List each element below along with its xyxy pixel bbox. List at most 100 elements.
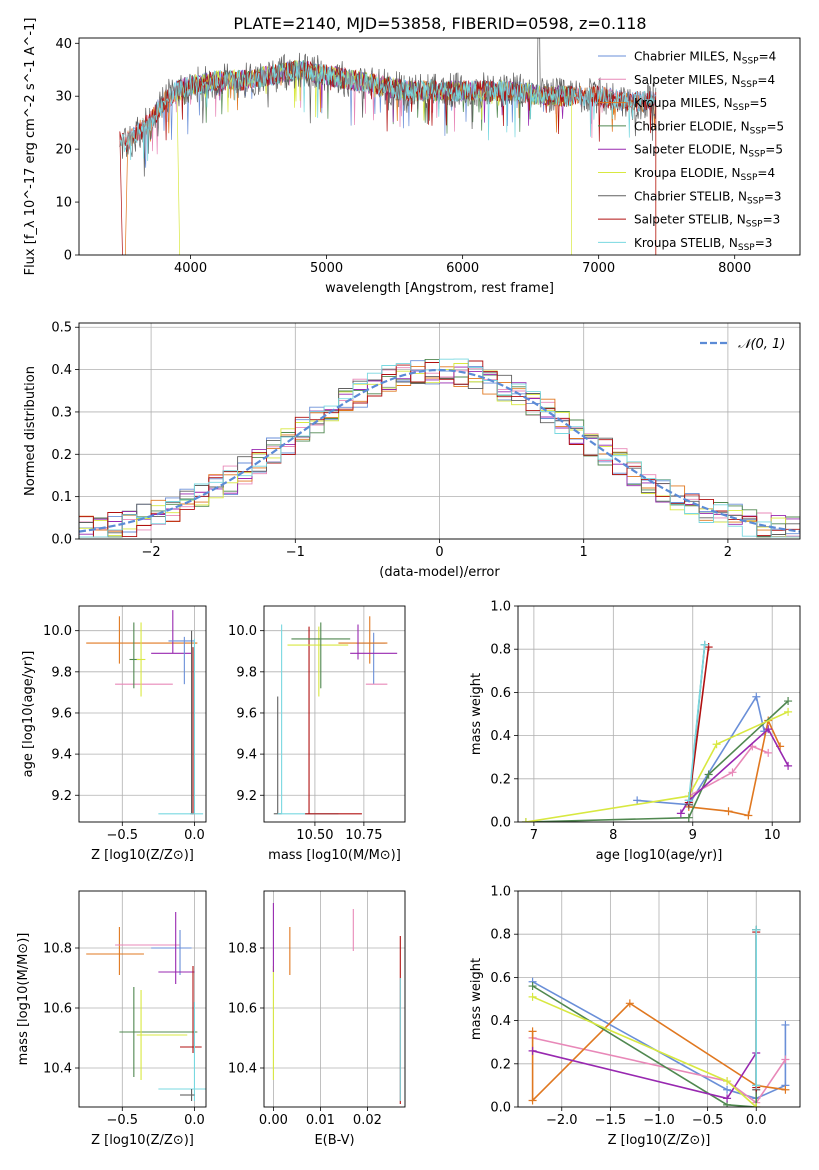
x-axis-label: E(B-V) bbox=[314, 1133, 354, 1148]
x-tick-label: 2 bbox=[724, 545, 732, 560]
y-tick-label: 0.0 bbox=[51, 533, 72, 548]
weight-marker-salpeter-elodie bbox=[784, 761, 793, 770]
residual-panel: −2 −1 0 1 2 0.0 0.1 0.2 0.3 0.4 0.5 (data-model)/er… bbox=[23, 321, 801, 580]
x-tick-label: −2 bbox=[142, 545, 161, 560]
x-axis-label: age [log10(age/yr)] bbox=[596, 848, 723, 863]
y-tick-label: 0.2 bbox=[51, 448, 72, 463]
legend-label-chabrier-miles: Chabrier MILES, NSSP=4 bbox=[634, 50, 776, 67]
y-tick-label: 10.6 bbox=[43, 1002, 72, 1017]
legend-label-subscript: SSP bbox=[738, 243, 755, 253]
y-tick-label: 10.0 bbox=[228, 624, 257, 639]
weight-marker-kroupa-miles bbox=[625, 999, 634, 1008]
spectrum-line-salpeter-stelib bbox=[119, 60, 657, 255]
weight-marker-kroupa-elodie bbox=[784, 707, 793, 716]
y-tick-label: 0.4 bbox=[490, 729, 511, 744]
weight-marker-chabrier-elodie bbox=[528, 982, 537, 991]
y-tick-label: 0.0 bbox=[490, 1101, 511, 1116]
age-vs-metallicity-panel-plot-area bbox=[86, 610, 204, 815]
y-tick-label: 10 bbox=[55, 196, 72, 211]
legend-label-salpeter-elodie: Salpeter ELODIE, NSSP=5 bbox=[634, 143, 783, 160]
age-vs-metallicity-panel: −0.5 0.0 9.2 9.4 9.6 9.8 10.0 Z [log10(Z/Z⊙)] ag… bbox=[21, 605, 207, 863]
x-tick-label: 8 bbox=[609, 828, 617, 843]
normal-curve bbox=[79, 368, 800, 533]
legend-label-normal: 𝒩(0, 1) bbox=[738, 337, 785, 352]
y-tick-label: 1.0 bbox=[490, 885, 511, 900]
legend-label-suffix: =5 bbox=[765, 143, 783, 157]
mass-vs-metallicity-panel-plot-area bbox=[86, 912, 206, 1101]
y-tick-label: 0.4 bbox=[51, 363, 72, 378]
x-tick-label: 0.0 bbox=[184, 1113, 205, 1128]
x-tick-label: 1 bbox=[580, 545, 588, 560]
y-tick-label: 0.6 bbox=[490, 686, 511, 701]
histogram-salpeter-stelib bbox=[79, 360, 800, 538]
legend-label-suffix: =3 bbox=[763, 213, 781, 227]
legend-label-kroupa-stelib: Kroupa STELIB, NSSP=3 bbox=[634, 236, 772, 253]
mass-vs-ebv-panel-plot-area bbox=[272, 903, 401, 1104]
weight-marker-kroupa-miles bbox=[744, 811, 753, 820]
residual-panel-frame bbox=[78, 322, 801, 540]
weight-marker-kroupa-stelib bbox=[684, 796, 693, 805]
weight-marker-chabrier-miles bbox=[781, 1020, 790, 1029]
weight-marker-chabrier-miles bbox=[752, 692, 761, 701]
weight-line-chabrier-miles bbox=[637, 694, 766, 806]
legend-label-subscript: SSP bbox=[741, 173, 758, 183]
x-axis-label: Z [log10(Z/Z⊙)] bbox=[91, 1133, 194, 1148]
y-axis-label: mass weight bbox=[469, 958, 484, 1040]
legend-label-subscript: SSP bbox=[746, 220, 763, 230]
y-tick-label: 9.2 bbox=[236, 789, 257, 804]
y-tick-label: 10.8 bbox=[228, 942, 257, 957]
y-tick-label: 40 bbox=[55, 37, 72, 52]
weight-line-chabrier-elodie bbox=[525, 700, 789, 822]
legend-label-chabrier-stelib: Chabrier STELIB, NSSP=3 bbox=[634, 189, 782, 206]
legend-label-suffix: =5 bbox=[750, 96, 768, 110]
weight-marker-salpeter-miles bbox=[764, 748, 773, 757]
legend-label-suffix: =3 bbox=[755, 236, 773, 250]
x-tick-label: −1.5 bbox=[595, 1113, 627, 1128]
spectrum-panel-frame bbox=[78, 37, 801, 256]
legend-label-suffix: =3 bbox=[764, 189, 782, 203]
weight-line-salpeter-elodie bbox=[680, 727, 789, 814]
x-tick-label: 0.0 bbox=[184, 828, 205, 843]
weight-marker-chabrier-miles bbox=[633, 796, 642, 805]
legend-label-salpeter-miles: Salpeter MILES, NSSP=4 bbox=[634, 73, 775, 90]
y-axis-label: age [log10(age/yr)] bbox=[21, 651, 36, 778]
legend-label-subscript: SSP bbox=[748, 150, 765, 160]
x-axis-label: (data-model)/error bbox=[379, 565, 500, 580]
weight-marker-salpeter-miles bbox=[781, 1055, 790, 1064]
weight-marker-salpeter-elodie bbox=[676, 809, 685, 818]
x-tick-label: 4000 bbox=[174, 261, 207, 276]
y-axis-label: mass [log10(M/M⊙)] bbox=[16, 933, 31, 1066]
x-tick-label: 6000 bbox=[446, 261, 479, 276]
weight-marker-salpeter-elodie bbox=[764, 725, 773, 734]
x-tick-label: 10.50 bbox=[296, 828, 333, 843]
weight-line-kroupa-miles bbox=[688, 717, 781, 817]
mass-vs-metallicity-panel: −0.5 0.0 10.4 10.6 10.8 Z [log10(Z/Z⊙)] mass [… bbox=[16, 890, 207, 1148]
x-tick-label: 0.01 bbox=[306, 1113, 335, 1128]
y-tick-label: 9.4 bbox=[51, 748, 72, 763]
x-tick-label: 5000 bbox=[310, 261, 343, 276]
y-tick-label: 20 bbox=[55, 143, 72, 158]
legend-label-subscript: SSP bbox=[741, 80, 758, 90]
x-tick-label: −0.5 bbox=[692, 1113, 724, 1128]
mass-weight-vs-age-panel-frame bbox=[517, 605, 801, 823]
weight-marker-kroupa-elodie bbox=[723, 1077, 732, 1086]
y-tick-label: 9.8 bbox=[51, 665, 72, 680]
weight-marker-kroupa-elodie bbox=[528, 992, 537, 1001]
x-tick-label: 0 bbox=[435, 545, 443, 560]
y-tick-label: 9.6 bbox=[236, 706, 257, 721]
legend-label-salpeter-stelib: Salpeter STELIB, NSSP=3 bbox=[634, 213, 780, 230]
weight-marker-chabrier-elodie bbox=[784, 697, 793, 706]
y-tick-label: 0.3 bbox=[51, 405, 72, 420]
weight-marker-salpeter-stelib bbox=[704, 643, 713, 652]
x-tick-label: 0.0 bbox=[746, 1113, 767, 1128]
weight-marker-chabrier-elodie bbox=[704, 770, 713, 779]
x-tick-label: −2.0 bbox=[546, 1113, 578, 1128]
y-tick-label: 10.6 bbox=[228, 1002, 257, 1017]
legend-label-suffix: =4 bbox=[759, 50, 777, 64]
weight-marker-kroupa-stelib bbox=[752, 1081, 761, 1090]
y-tick-label: 1.0 bbox=[490, 600, 511, 615]
y-tick-label: 0.8 bbox=[490, 928, 511, 943]
y-axis-label: Flux [f_λ 10^-17 erg cm^-2 s^-1 A^-1] bbox=[23, 18, 38, 276]
mass-vs-ebv-panel: 0.00 0.01 0.02 10.4 10.6 10.8 E(B-V) bbox=[228, 890, 406, 1148]
weight-marker-kroupa-miles bbox=[781, 1085, 790, 1094]
